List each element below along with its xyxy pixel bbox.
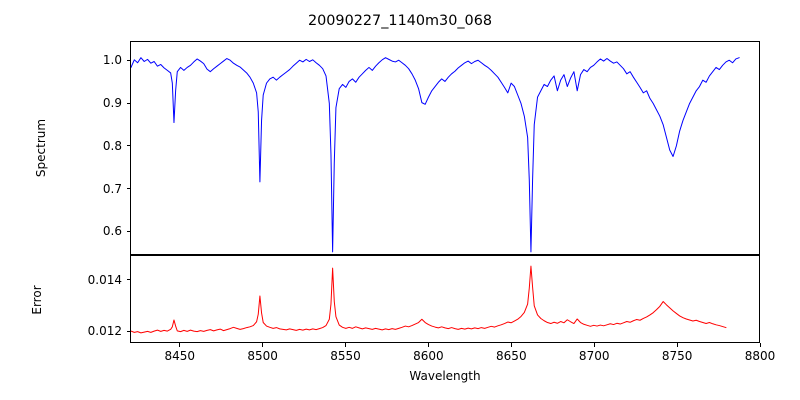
x-tick-label: 8700: [578, 349, 610, 363]
spectrum-panel-line: [131, 57, 740, 253]
x-tick-mark: [593, 343, 595, 347]
x-tick-mark: [345, 343, 347, 347]
x-tick-mark: [676, 343, 678, 347]
error-y-tick-mark: [126, 330, 130, 332]
x-axis-label: Wavelength: [409, 369, 481, 383]
error-y-tick-label: 0.014: [87, 272, 122, 287]
x-tick-label: 8500: [247, 349, 278, 363]
x-tick-mark: [262, 343, 264, 347]
spectrum-y-tick-mark: [126, 188, 130, 190]
spectrum-plot-panel: [130, 41, 760, 255]
x-tick-label: 8600: [413, 349, 444, 363]
spectrum-y-tick-label: 0.6: [102, 224, 122, 239]
x-tick-mark: [179, 343, 181, 347]
x-tick-label: 8800: [744, 349, 776, 363]
x-tick-mark: [510, 343, 512, 347]
x-tick-label: 8650: [496, 349, 527, 363]
x-tick-mark: [427, 343, 429, 347]
x-tick-mark: [759, 343, 761, 347]
x-tick-label: 8550: [330, 349, 361, 363]
spectrum-y-tick-label: 0.9: [102, 96, 122, 111]
x-tick-label: 8750: [661, 349, 693, 363]
error-line-svg: [131, 265, 727, 334]
error-panel-line: [131, 265, 727, 334]
spectrum-y-tick-mark: [126, 145, 130, 147]
x-tick-label: 8450: [164, 349, 196, 363]
spectrum-line-svg: [131, 57, 740, 253]
spectrum-y-tick-mark: [126, 230, 130, 233]
spectrum-y-tick-mark: [126, 59, 130, 61]
error-y-tick-label: 0.012: [87, 324, 122, 339]
spectrum-y-tick-label: 0.7: [102, 181, 122, 196]
error-plot-panel: [130, 255, 760, 343]
spectrum-y-tick-mark: [126, 102, 130, 104]
spectrum-y-tick-label: 1.0: [102, 53, 122, 68]
figure-title: 20090227_1140m30_068: [307, 13, 493, 29]
spectrum-y-tick-label: 0.8: [102, 138, 122, 153]
spectrum-axis-label: Spectrum: [34, 118, 48, 178]
error-y-tick-mark: [126, 279, 130, 281]
error-axis-label: Error: [30, 285, 44, 315]
